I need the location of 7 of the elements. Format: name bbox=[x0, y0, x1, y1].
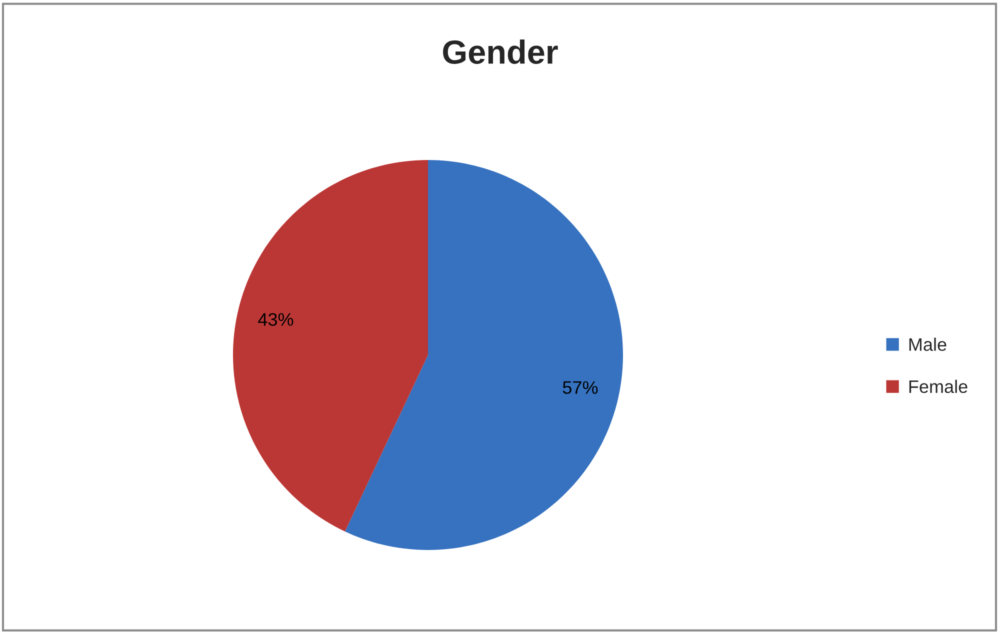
chart-title: Gender bbox=[443, 39, 558, 64]
data-label: 57% bbox=[562, 381, 598, 394]
pie-slice bbox=[233, 160, 428, 532]
pie-slice bbox=[344, 160, 623, 550]
legend-label: Female bbox=[909, 380, 968, 394]
legend-label: Male bbox=[909, 338, 946, 351]
data-label: 43% bbox=[258, 313, 294, 326]
